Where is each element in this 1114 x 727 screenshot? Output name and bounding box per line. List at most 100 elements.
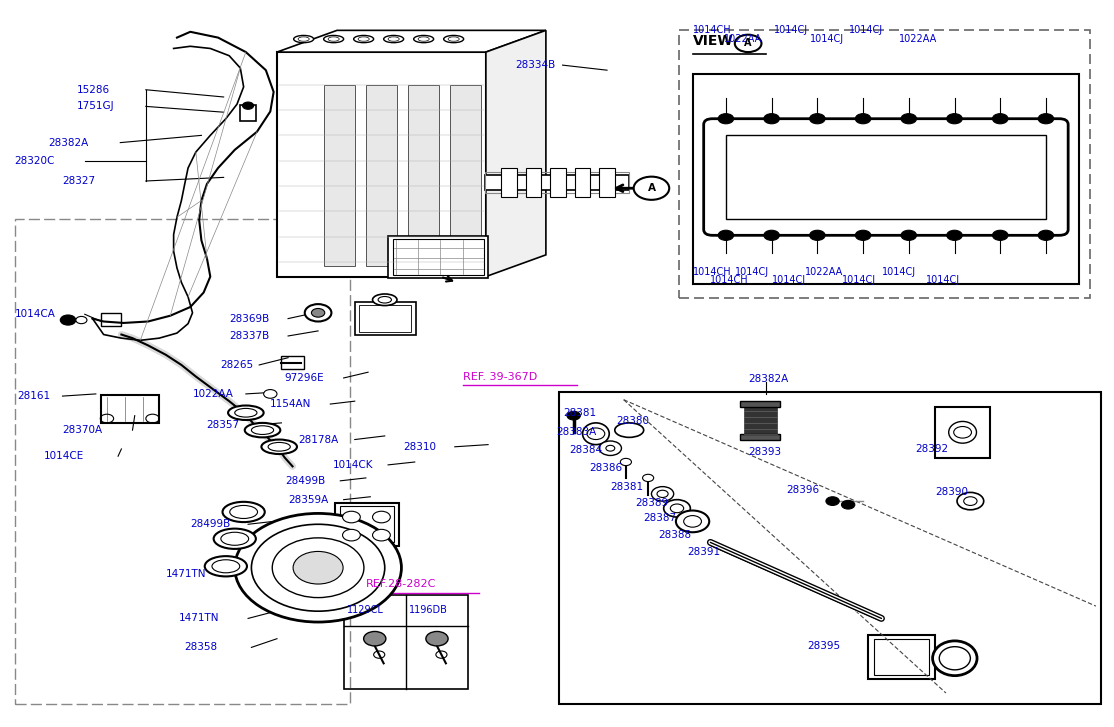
- Ellipse shape: [252, 426, 274, 435]
- Ellipse shape: [294, 36, 314, 43]
- Circle shape: [272, 538, 364, 598]
- Circle shape: [993, 113, 1008, 124]
- Bar: [693, 74, 1079, 284]
- Bar: [388, 236, 488, 278]
- Circle shape: [426, 632, 448, 646]
- Text: 1471TN: 1471TN: [179, 614, 219, 624]
- Circle shape: [264, 390, 277, 398]
- Ellipse shape: [358, 37, 369, 41]
- Bar: [873, 639, 929, 675]
- Ellipse shape: [939, 647, 970, 670]
- Text: 1022AA: 1022AA: [899, 34, 938, 44]
- Polygon shape: [486, 31, 546, 276]
- Circle shape: [719, 113, 734, 124]
- Bar: [359, 305, 411, 332]
- Bar: [14, 219, 350, 704]
- Text: 1154AN: 1154AN: [271, 399, 312, 409]
- Ellipse shape: [228, 406, 264, 420]
- Ellipse shape: [413, 36, 433, 43]
- Text: 28358: 28358: [185, 643, 218, 652]
- Circle shape: [856, 113, 871, 124]
- Circle shape: [764, 230, 780, 241]
- Circle shape: [293, 552, 343, 584]
- Circle shape: [243, 102, 254, 109]
- Text: 28310: 28310: [403, 442, 437, 451]
- Bar: [408, 84, 439, 266]
- Bar: [935, 407, 990, 458]
- Text: 1014CJ: 1014CJ: [774, 25, 808, 36]
- Circle shape: [252, 524, 384, 611]
- Circle shape: [676, 510, 710, 532]
- Ellipse shape: [583, 423, 609, 445]
- Text: 28386: 28386: [589, 463, 623, 473]
- Circle shape: [825, 497, 839, 505]
- Text: 28389: 28389: [635, 497, 668, 507]
- Text: 1471TN: 1471TN: [166, 569, 206, 579]
- Text: 1014CJ: 1014CJ: [841, 276, 876, 285]
- Text: 28357: 28357: [206, 420, 240, 430]
- Circle shape: [1038, 113, 1054, 124]
- Bar: [354, 302, 416, 334]
- Bar: [868, 635, 935, 678]
- Circle shape: [764, 113, 780, 124]
- Bar: [324, 84, 354, 266]
- Text: 28391: 28391: [687, 547, 720, 557]
- Circle shape: [372, 511, 390, 523]
- Circle shape: [620, 458, 632, 465]
- Text: 28387: 28387: [644, 513, 677, 523]
- Text: 28380: 28380: [616, 417, 648, 427]
- Text: 1014CH: 1014CH: [693, 25, 731, 36]
- Text: 1196DB: 1196DB: [409, 605, 448, 615]
- Bar: [340, 506, 393, 542]
- Text: 1014CH: 1014CH: [693, 267, 731, 276]
- Text: 28393: 28393: [749, 447, 781, 457]
- Text: 1014CJ: 1014CJ: [926, 276, 960, 285]
- Text: 28381: 28381: [610, 481, 644, 491]
- Circle shape: [957, 492, 984, 510]
- Ellipse shape: [932, 641, 977, 675]
- Text: 1751GJ: 1751GJ: [77, 101, 115, 111]
- Text: 28381: 28381: [564, 408, 597, 418]
- Text: 1014CJ: 1014CJ: [735, 267, 769, 276]
- Circle shape: [657, 490, 668, 497]
- Circle shape: [810, 230, 825, 241]
- Circle shape: [305, 304, 332, 321]
- Text: 28178A: 28178A: [299, 435, 339, 444]
- Circle shape: [76, 316, 87, 324]
- Circle shape: [363, 632, 385, 646]
- Bar: [392, 239, 483, 275]
- Bar: [599, 168, 615, 197]
- Ellipse shape: [324, 36, 343, 43]
- Circle shape: [684, 515, 702, 527]
- Text: 28384: 28384: [569, 446, 603, 455]
- Ellipse shape: [245, 423, 281, 438]
- Ellipse shape: [448, 37, 459, 41]
- Bar: [365, 84, 397, 266]
- Text: 1129CL: 1129CL: [346, 605, 384, 615]
- Text: 28392: 28392: [915, 444, 948, 454]
- Text: 28320C: 28320C: [14, 156, 55, 166]
- Circle shape: [947, 230, 962, 241]
- Circle shape: [643, 474, 654, 481]
- Circle shape: [901, 113, 917, 124]
- Text: 1014CJ: 1014CJ: [810, 34, 844, 44]
- Text: 28382A: 28382A: [749, 374, 789, 385]
- Text: 28359A: 28359A: [289, 494, 329, 505]
- Text: 28265: 28265: [221, 360, 253, 370]
- Ellipse shape: [223, 502, 265, 522]
- Bar: [241, 105, 256, 121]
- Circle shape: [567, 411, 580, 420]
- Text: 28396: 28396: [785, 485, 819, 495]
- Bar: [282, 356, 304, 369]
- Ellipse shape: [383, 36, 403, 43]
- Polygon shape: [277, 31, 546, 52]
- Text: VIEW: VIEW: [693, 34, 733, 48]
- Circle shape: [606, 446, 615, 451]
- Ellipse shape: [262, 440, 297, 454]
- Bar: [744, 405, 778, 438]
- Ellipse shape: [949, 422, 977, 443]
- Bar: [741, 435, 780, 441]
- Circle shape: [671, 504, 684, 513]
- Text: 1014CH: 1014CH: [711, 276, 749, 285]
- Bar: [101, 313, 121, 326]
